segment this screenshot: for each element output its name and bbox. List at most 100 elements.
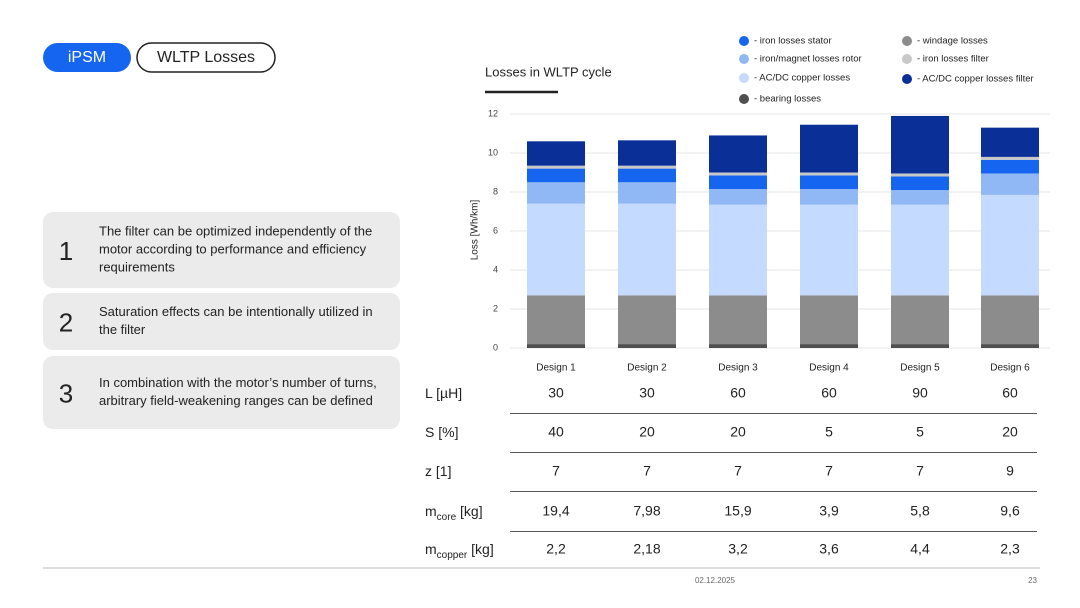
chart-title: Losses in WLTP cycle xyxy=(485,64,612,79)
bar-segment xyxy=(527,165,585,169)
bar-segment xyxy=(618,140,676,166)
point-text: motor according to performance and effic… xyxy=(99,241,367,256)
legend-swatch xyxy=(902,54,912,64)
table-cell: 2,3 xyxy=(1000,541,1020,557)
bar-segment xyxy=(618,165,676,169)
bar-segment xyxy=(800,344,858,348)
bar-segment xyxy=(709,175,767,190)
table-cell: 20 xyxy=(1002,424,1018,440)
point-text: In combination with the motor’s number o… xyxy=(99,375,377,390)
point-box xyxy=(43,356,400,429)
slide-title: WLTP Losses xyxy=(157,49,255,66)
tag: iPSM xyxy=(68,49,106,66)
y-tick-label: 10 xyxy=(488,147,498,157)
table-cell: 7 xyxy=(552,463,560,479)
table-cell: 90 xyxy=(912,385,928,401)
x-tick-label: Design 3 xyxy=(718,363,758,374)
point-number: 1 xyxy=(59,236,73,266)
table-cell: 60 xyxy=(821,385,837,401)
table-cell: 5 xyxy=(825,424,833,440)
table-cell: 7 xyxy=(734,463,742,479)
point-text: requirements xyxy=(99,259,175,274)
x-tick-label: Design 2 xyxy=(627,363,667,374)
bar-segment xyxy=(618,168,676,183)
row-label-main: m xyxy=(425,541,437,557)
bar-segment xyxy=(981,156,1039,160)
title-pill xyxy=(136,42,276,73)
table-cell: 3,9 xyxy=(819,503,839,519)
bar-segment xyxy=(891,190,949,205)
legend-label: - AC/DC copper losses filter xyxy=(917,74,1034,85)
bar-segment xyxy=(800,175,858,190)
point-text: The filter can be optimized independentl… xyxy=(99,223,372,238)
y-tick-label: 4 xyxy=(493,264,498,274)
bar-segment xyxy=(709,135,767,173)
bar-segment xyxy=(891,204,949,296)
y-tick-label: 2 xyxy=(493,303,498,313)
table-cell: 3,6 xyxy=(819,541,839,557)
x-tick-label: Design 5 xyxy=(900,363,940,374)
bar-segment xyxy=(527,168,585,183)
y-tick-label: 8 xyxy=(493,186,498,196)
legend-swatch xyxy=(739,94,749,104)
bar-segment xyxy=(891,176,949,191)
point-number: 3 xyxy=(59,378,73,408)
row-label-main: z [1] xyxy=(425,463,451,479)
table-cell: 2,18 xyxy=(633,541,660,557)
table-cell: 30 xyxy=(639,385,655,401)
bar-segment xyxy=(709,189,767,205)
legend-swatch xyxy=(739,54,749,64)
row-label-main: S [%] xyxy=(425,424,458,440)
bar-segment xyxy=(800,172,858,176)
table-cell: 7 xyxy=(643,463,651,479)
bar-segment xyxy=(618,295,676,345)
bar-segment xyxy=(891,295,949,345)
table-cell: 30 xyxy=(548,385,564,401)
table-cell: 7 xyxy=(825,463,833,479)
bar-segment xyxy=(981,127,1039,157)
table-cell: 15,9 xyxy=(724,503,751,519)
y-axis-label: Loss [Wh/km] xyxy=(470,200,481,261)
legend-swatch xyxy=(739,73,749,83)
row-label-unit: [kg] xyxy=(456,503,482,519)
row-label-sub: copper xyxy=(437,550,468,561)
bar-segment xyxy=(891,173,949,177)
table-cell: 9,6 xyxy=(1000,503,1020,519)
table-cell: 60 xyxy=(1002,385,1018,401)
legend-label: - iron/magnet losses rotor xyxy=(754,54,862,65)
bar-segment xyxy=(527,141,585,166)
point-text: arbitrary field-weakening ranges can be … xyxy=(99,393,373,408)
row-label: mcore [kg] xyxy=(425,503,483,523)
bar-segment xyxy=(709,204,767,296)
bar-segment xyxy=(527,344,585,348)
bar-segment xyxy=(618,203,676,296)
footer-date: 02.12.2025 xyxy=(695,576,736,585)
row-label: L [µH] xyxy=(425,385,462,401)
tag-pill xyxy=(43,43,131,72)
legend-label: - iron losses filter xyxy=(917,54,989,65)
table-cell: 9 xyxy=(1006,463,1014,479)
row-label-main: m xyxy=(425,503,437,519)
legend-label: - iron losses stator xyxy=(754,36,832,47)
bar-segment xyxy=(618,182,676,204)
bar-segment xyxy=(891,344,949,348)
table-cell: 5,8 xyxy=(910,503,930,519)
point-text: the filter xyxy=(99,322,146,337)
bar-segment xyxy=(800,204,858,296)
row-label: mcopper [kg] xyxy=(425,541,494,561)
row-label: S [%] xyxy=(425,424,458,440)
bar-segment xyxy=(981,173,1039,195)
bar-segment xyxy=(709,344,767,348)
legend-swatch xyxy=(902,36,912,46)
row-label-main: L [µH] xyxy=(425,385,462,401)
bar-segment xyxy=(981,194,1039,296)
bar-segment xyxy=(800,124,858,173)
y-tick-label: 0 xyxy=(493,342,498,352)
point-box xyxy=(43,212,400,288)
x-tick-label: Design 4 xyxy=(809,363,849,374)
table-cell: 40 xyxy=(548,424,564,440)
bar-segment xyxy=(618,344,676,348)
x-tick-label: Design 6 xyxy=(990,363,1030,374)
bar-segment xyxy=(527,182,585,204)
